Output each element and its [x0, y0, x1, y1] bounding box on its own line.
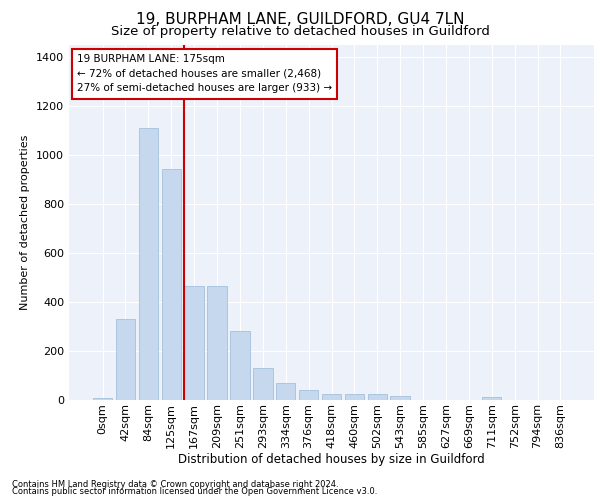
Text: 19, BURPHAM LANE, GUILDFORD, GU4 7LN: 19, BURPHAM LANE, GUILDFORD, GU4 7LN: [136, 12, 464, 28]
Bar: [322, 394, 341, 400]
Bar: [391, 396, 410, 400]
Bar: [161, 168, 181, 400]
Bar: [276, 383, 295, 400]
Bar: [344, 394, 364, 400]
Bar: [208, 286, 227, 400]
Bar: [184, 286, 204, 400]
X-axis label: Distribution of detached houses by size in Guildford: Distribution of detached houses by size …: [178, 454, 485, 466]
Bar: [93, 398, 112, 400]
Text: Size of property relative to detached houses in Guildford: Size of property relative to detached ho…: [110, 25, 490, 38]
Bar: [368, 394, 387, 400]
Text: Contains HM Land Registry data © Crown copyright and database right 2024.: Contains HM Land Registry data © Crown c…: [12, 480, 338, 489]
Bar: [253, 368, 272, 400]
Bar: [139, 128, 158, 400]
Bar: [116, 319, 135, 400]
Text: Contains public sector information licensed under the Open Government Licence v3: Contains public sector information licen…: [12, 487, 377, 496]
Y-axis label: Number of detached properties: Number of detached properties: [20, 135, 31, 310]
Bar: [482, 397, 502, 400]
Text: 19 BURPHAM LANE: 175sqm
← 72% of detached houses are smaller (2,468)
27% of semi: 19 BURPHAM LANE: 175sqm ← 72% of detache…: [77, 54, 332, 94]
Bar: [299, 390, 319, 400]
Bar: [230, 332, 250, 400]
